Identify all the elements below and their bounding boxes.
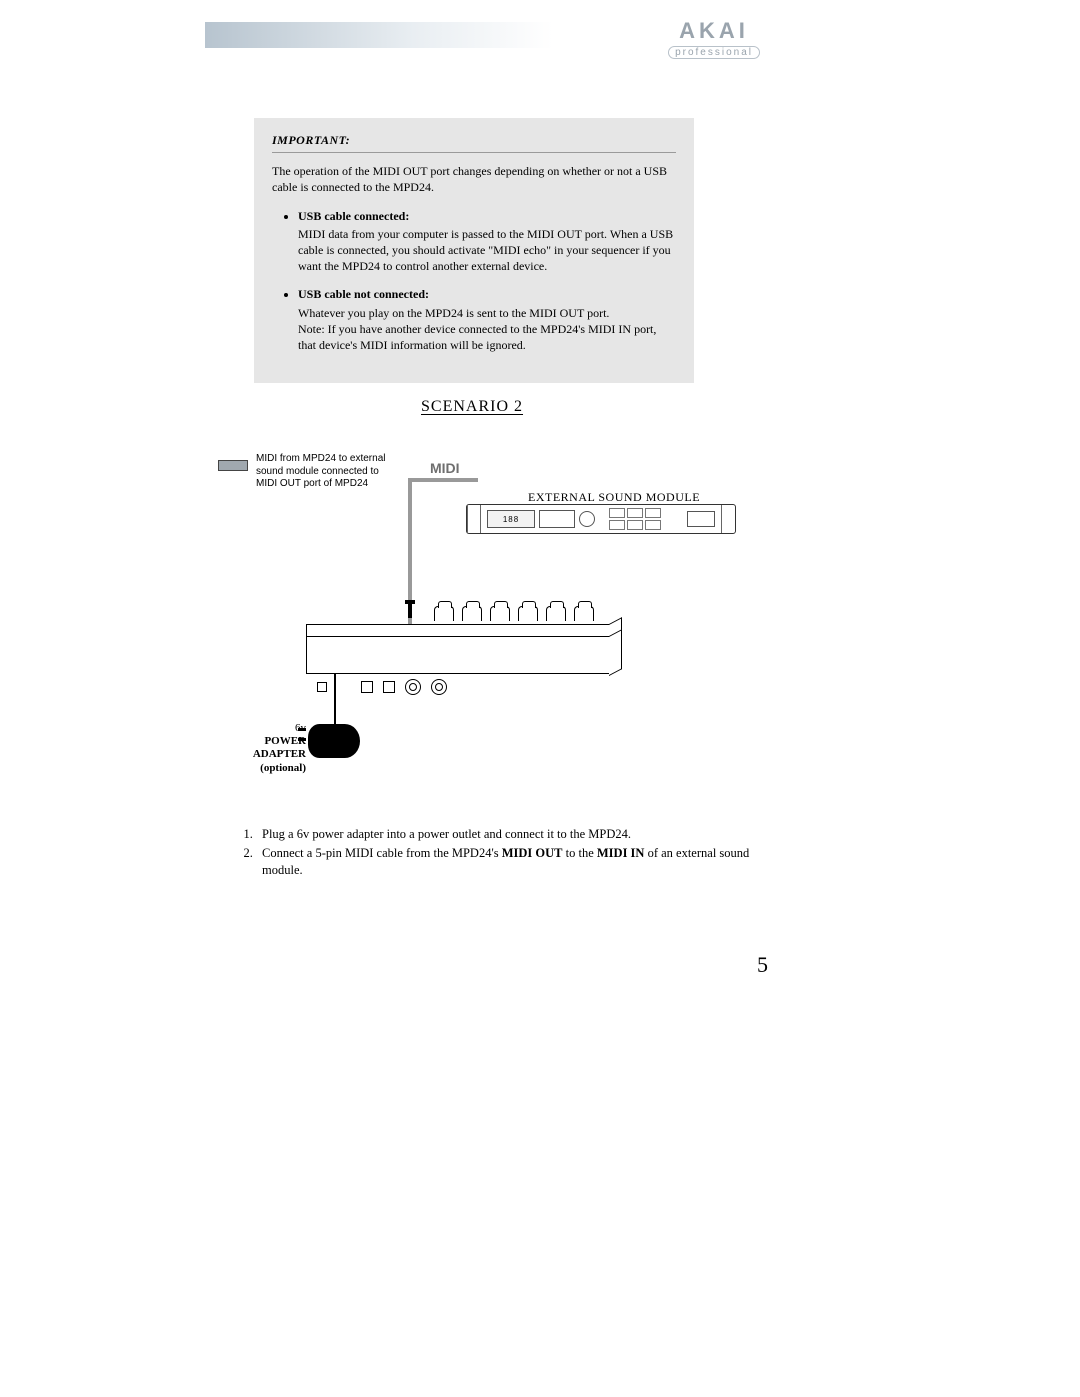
device-rear-panel — [306, 636, 610, 674]
power-adapter-label: 6v POWER ADAPTER (optional) — [234, 722, 306, 775]
knob-icon — [518, 606, 538, 621]
important-intro-text: The operation of the MIDI OUT port chang… — [272, 163, 676, 195]
important-divider — [272, 152, 676, 153]
step-2: Connect a 5-pin MIDI cable from the MPD2… — [256, 845, 756, 879]
power-cable — [334, 674, 336, 726]
power-line3: ADAPTER — [234, 748, 306, 761]
power-line4: (optional) — [234, 762, 306, 775]
power-switch-icon — [317, 682, 327, 692]
step-2-bold-midi-in: MIDI IN — [597, 846, 645, 860]
step-2-pre: Connect a 5-pin MIDI cable from the MPD2… — [262, 846, 502, 860]
knob-icon — [574, 606, 594, 621]
device-fader-icon — [408, 604, 412, 618]
scenario-heading: SCENARIO 2 — [421, 398, 523, 416]
dc-jack-icon — [361, 681, 373, 693]
knob-icon — [434, 606, 454, 621]
important-callout: IMPORTANT: The operation of the MIDI OUT… — [254, 118, 694, 383]
step-1: Plug a 6v power adapter into a power out… — [256, 826, 756, 843]
knob-icon — [546, 606, 566, 621]
step-2-mid: to the — [563, 846, 597, 860]
legend-color-swatch — [218, 460, 248, 471]
module-display-icon: 188 — [487, 510, 535, 528]
power-line2: POWER — [234, 735, 306, 748]
header-gradient-band — [205, 22, 553, 48]
power-line1: 6v — [295, 722, 306, 734]
page-number: 5 — [757, 952, 768, 978]
important-item-body: MIDI data from your computer is passed t… — [298, 226, 676, 275]
connection-diagram: MIDI from MPD24 to external sound module… — [208, 438, 768, 798]
module-knob-icon — [579, 511, 595, 527]
brand-sub-text: professional — [668, 46, 760, 59]
module-card-slot-icon — [687, 511, 715, 527]
important-item-title: USB cable connected: — [298, 209, 409, 223]
device-top-edge — [306, 624, 610, 636]
important-item-usb-connected: USB cable connected: MIDI data from your… — [298, 208, 676, 275]
brand-logo: AKAI professional — [668, 20, 760, 60]
important-title: IMPORTANT: — [272, 132, 676, 148]
important-bullet-list: USB cable connected: MIDI data from your… — [272, 208, 676, 354]
midi-in-port-icon — [431, 679, 447, 695]
power-adapter-icon — [308, 724, 360, 758]
important-item-title: USB cable not connected: — [298, 287, 429, 301]
legend-text: MIDI from MPD24 to external sound module… — [256, 453, 386, 491]
midi-out-port-icon — [405, 679, 421, 695]
external-module-panel: 188 — [487, 509, 715, 529]
important-item-usb-not-connected: USB cable not connected: Whatever you pl… — [298, 286, 676, 353]
setup-steps: Plug a 6v power adapter into a power out… — [216, 826, 756, 881]
mpd24-device-graphic — [306, 606, 610, 676]
important-item-body: Whatever you play on the MPD24 is sent t… — [298, 305, 676, 354]
manual-page: AKAI professional IMPORTANT: The operati… — [0, 0, 1080, 1397]
midi-cable-label: MIDI — [430, 460, 460, 476]
external-module-label: EXTERNAL SOUND MODULE — [528, 490, 700, 505]
external-sound-module-graphic: 188 — [466, 504, 736, 534]
device-knob-row — [434, 606, 594, 621]
device-port-row — [317, 679, 447, 695]
midi-cable-horizontal — [408, 478, 478, 482]
step-2-bold-midi-out: MIDI OUT — [502, 846, 563, 860]
step-1-text: Plug a 6v power adapter into a power out… — [262, 827, 631, 841]
brand-main-text: AKAI — [668, 20, 760, 42]
usb-port-icon — [383, 681, 395, 693]
module-lcd-icon — [539, 510, 575, 528]
knob-icon — [462, 606, 482, 621]
module-button-grid — [609, 508, 661, 530]
device-side-panel — [609, 629, 622, 676]
knob-icon — [490, 606, 510, 621]
